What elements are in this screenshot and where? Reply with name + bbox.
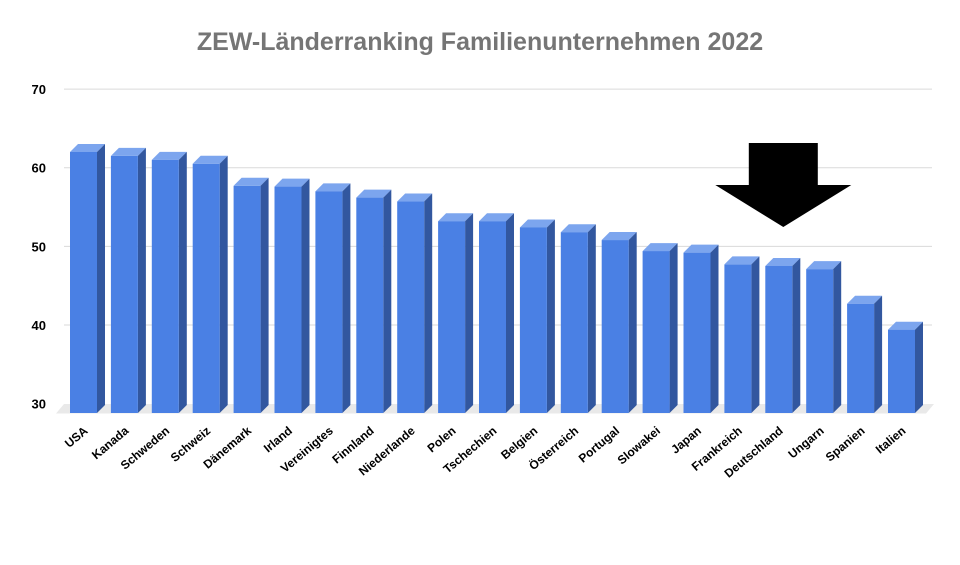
bar-Belgien [519, 227, 547, 413]
bar-Irland [274, 186, 302, 413]
bar-Dänemark [233, 185, 261, 413]
bar-top-USA [70, 144, 105, 152]
bar-top-Vereinigtes [315, 183, 351, 192]
bar-side-Frankreich [751, 256, 760, 413]
x-label-Japan: Japan [668, 424, 704, 457]
bar-side-Vereinigtes [342, 183, 351, 413]
bar-side-Niederlande [424, 193, 433, 413]
bar-side-Polen [465, 213, 474, 413]
x-label-Spanien: Spanien [823, 424, 868, 465]
bar-top-Schweiz [192, 155, 228, 164]
bar-Japan [683, 252, 711, 413]
bar-Spanien [847, 303, 875, 413]
bar-Italien [888, 329, 915, 413]
y-tick-50: 50 [32, 239, 46, 254]
bar-Vereinigtes [315, 191, 343, 413]
x-label-Irland: Irland [261, 424, 295, 456]
bar-Niederlande [397, 201, 425, 413]
bar-Portugal [601, 240, 629, 413]
bar-top-Schweden [151, 151, 187, 160]
bar-side-USA [97, 144, 105, 413]
bar-side-Irland [301, 178, 310, 413]
x-label-Italien: Italien [873, 424, 909, 457]
bar-top-Ungarn [806, 261, 842, 270]
bar-Österreich [560, 232, 588, 413]
y-tick-60: 60 [32, 161, 46, 176]
bar-Schweden [151, 159, 179, 413]
bar-top-Polen [438, 213, 474, 222]
bar-side-Tschechien [506, 213, 514, 413]
bar-side-Slowakei [669, 243, 678, 413]
bar-side-Schweiz [219, 155, 228, 413]
bar-Polen [438, 221, 466, 413]
bar-Finnland [356, 197, 384, 413]
bar-side-Belgien [546, 219, 555, 413]
y-tick-40: 40 [32, 318, 46, 333]
bar-top-Japan [683, 244, 719, 253]
bar-side-Ungarn [833, 261, 842, 413]
bar-top-Finnland [356, 189, 392, 198]
bar-Kanada [110, 155, 138, 413]
bar-top-Portugal [601, 232, 637, 241]
bar-Frankreich [724, 264, 752, 413]
bar-side-Deutschland [792, 258, 801, 413]
bar-side-Österreich [587, 224, 596, 413]
bar-side-Spanien [874, 295, 883, 413]
bar-side-Dänemark [260, 177, 269, 413]
bar-Slowakei [642, 251, 670, 413]
y-tick-30: 30 [32, 397, 46, 412]
bar-side-Schweden [178, 151, 187, 414]
bar-Deutschland [765, 266, 793, 413]
bar-top-Kanada [110, 147, 146, 156]
bar-side-Italien [915, 321, 923, 413]
bar-top-Tschechien [479, 213, 514, 222]
x-label-USA: USA [62, 423, 91, 450]
bar-top-Slowakei [642, 243, 678, 252]
bar-side-Japan [710, 244, 719, 413]
bar-top-Deutschland [765, 258, 801, 267]
bar-top-Italien [888, 321, 923, 330]
bar-top-Belgien [519, 219, 555, 228]
bar-top-Niederlande [397, 193, 433, 202]
down-arrow-annotation [715, 143, 852, 227]
bar-Ungarn [806, 269, 834, 413]
bar-top-Frankreich [724, 256, 760, 265]
x-label-Polen: Polen [425, 424, 459, 456]
bar-side-Finnland [383, 189, 392, 413]
bar-top-Österreich [560, 224, 596, 233]
x-label-Ungarn: Ungarn [785, 424, 826, 462]
chart-title: ZEW-Länderranking Familienunternehmen 20… [196, 28, 764, 56]
bar-top-Irland [274, 178, 310, 187]
bar-side-Portugal [628, 232, 637, 413]
bar-top-Spanien [847, 295, 883, 304]
x-label-Slowakei: Slowakei [615, 424, 663, 468]
bar-USA [70, 152, 97, 413]
x-label-Portugal: Portugal [576, 424, 622, 466]
bar-top-Dänemark [233, 177, 269, 186]
y-tick-70: 70 [32, 82, 46, 97]
bar-side-Kanada [137, 147, 146, 413]
bar-Schweiz [192, 163, 220, 413]
bar-Tschechien [479, 221, 506, 413]
